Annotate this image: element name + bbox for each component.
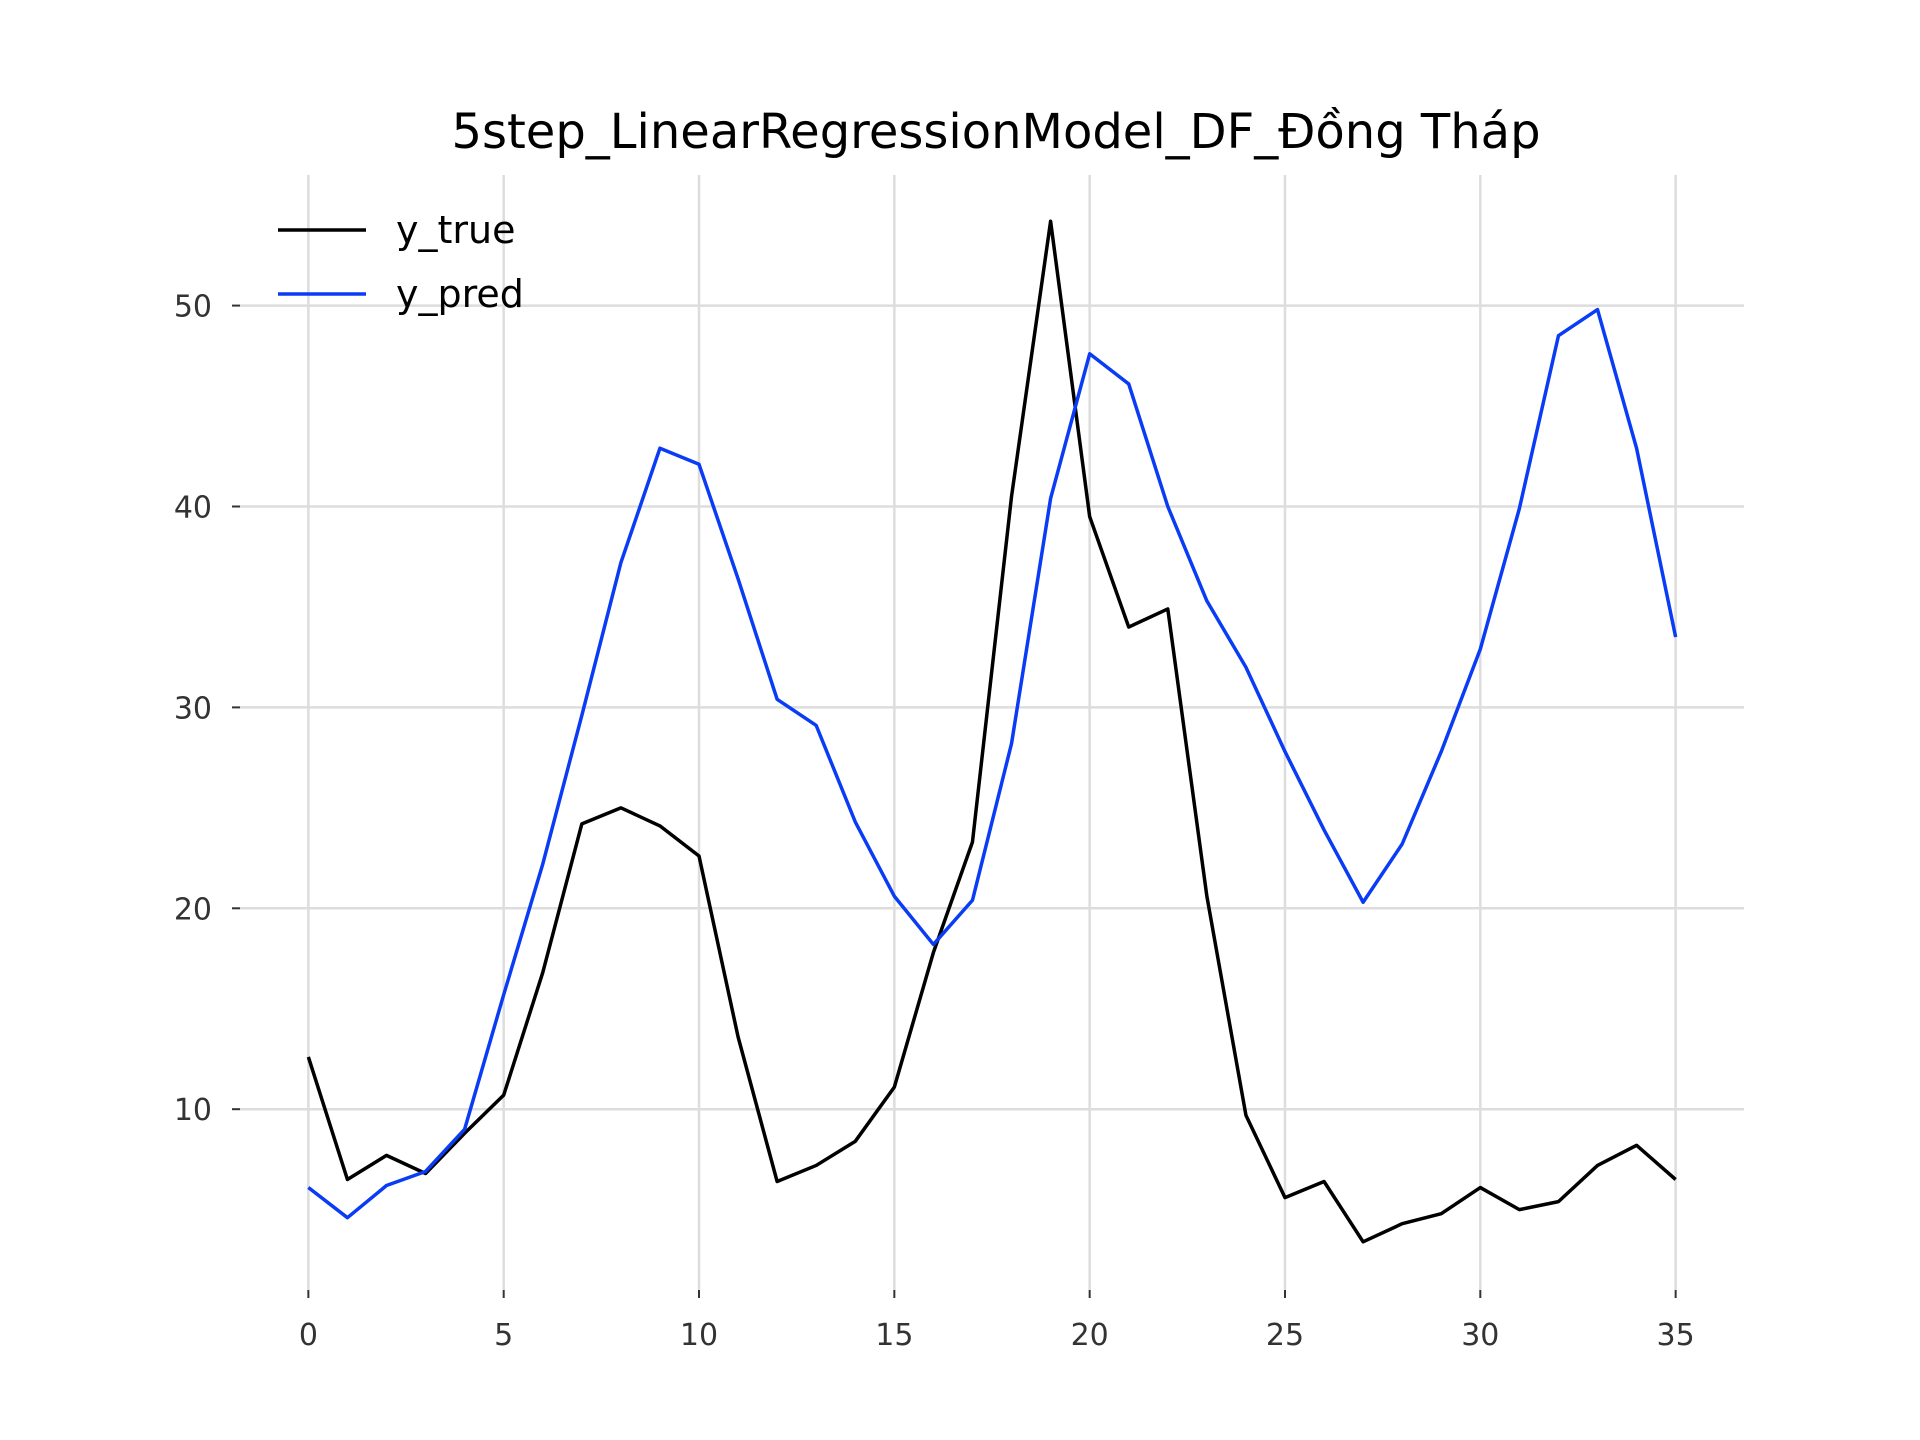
y-tick-label: 20: [174, 892, 212, 927]
x-tick-label: 15: [875, 1318, 913, 1353]
legend: y_true y_pred: [278, 208, 524, 316]
x-tick-label: 20: [1071, 1318, 1109, 1353]
series-line-y-true: [306, 219, 1677, 1244]
series-line-y-pred: [307, 307, 1678, 1220]
legend-label-y-pred: y_pred: [396, 272, 524, 316]
x-tick-label: 5: [494, 1318, 513, 1353]
legend-label-y-true: y_true: [396, 208, 515, 252]
x-tick-label: 0: [299, 1318, 318, 1353]
series-lines: [306, 219, 1678, 1244]
chart-title: 5step_LinearRegressionModel_DF_Đồng Tháp: [451, 104, 1540, 160]
x-tick-label: 35: [1657, 1318, 1695, 1353]
y-tick-label: 50: [174, 290, 212, 325]
x-tick-label: 30: [1461, 1318, 1499, 1353]
x-tick-label: 25: [1266, 1318, 1304, 1353]
y-tick-label: 10: [174, 1093, 212, 1128]
grid: [240, 175, 1744, 1290]
axis-ticks: 0 5 10 15 20 25 30 35 10 20 30 40 50: [174, 290, 1695, 1353]
x-tick-label: 10: [680, 1318, 718, 1353]
y-tick-label: 30: [174, 691, 212, 726]
y-tick-label: 40: [174, 490, 212, 525]
